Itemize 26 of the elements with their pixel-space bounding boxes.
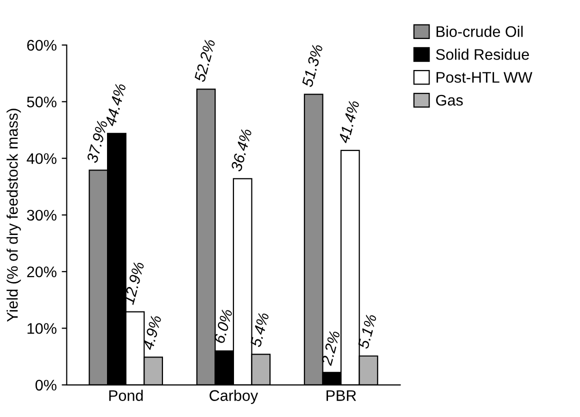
y-tick-label: 10%: [28, 323, 56, 334]
data-label: 36.4%: [230, 128, 252, 172]
data-label: 2.2%: [320, 330, 340, 366]
legend-label: Bio-crude Oil: [436, 26, 523, 38]
y-axis-title: Yield (% of dry feedstock mass): [6, 108, 21, 322]
data-label: 41.4%: [338, 100, 360, 144]
x-tick-label: Carboy: [210, 390, 258, 404]
legend-label: Solid Residue: [436, 48, 529, 60]
data-label: 5.4%: [250, 312, 270, 348]
data-label: 52.2%: [194, 38, 216, 82]
y-tick-label: 60%: [27, 40, 56, 51]
data-label: 51.3%: [302, 44, 323, 88]
y-tick-label: 50%: [27, 96, 56, 108]
y-tick-label: 40%: [26, 153, 56, 164]
y-tick-label: 20%: [27, 266, 56, 278]
data-label: 37.9%: [86, 120, 108, 164]
x-tick-label: PBR: [326, 390, 356, 401]
legend-label: Post-HTL WW: [436, 72, 532, 83]
legend-label: Gas: [436, 94, 463, 106]
data-label: 5.1%: [358, 314, 377, 350]
data-label: 12.9%: [123, 261, 144, 305]
x-tick-label: Pond: [109, 390, 143, 401]
y-tick-label: 30%: [26, 210, 56, 221]
data-label: 4.9%: [142, 314, 162, 351]
y-tick-label: 0%: [35, 380, 56, 391]
data-label: 6.0%: [214, 308, 233, 344]
